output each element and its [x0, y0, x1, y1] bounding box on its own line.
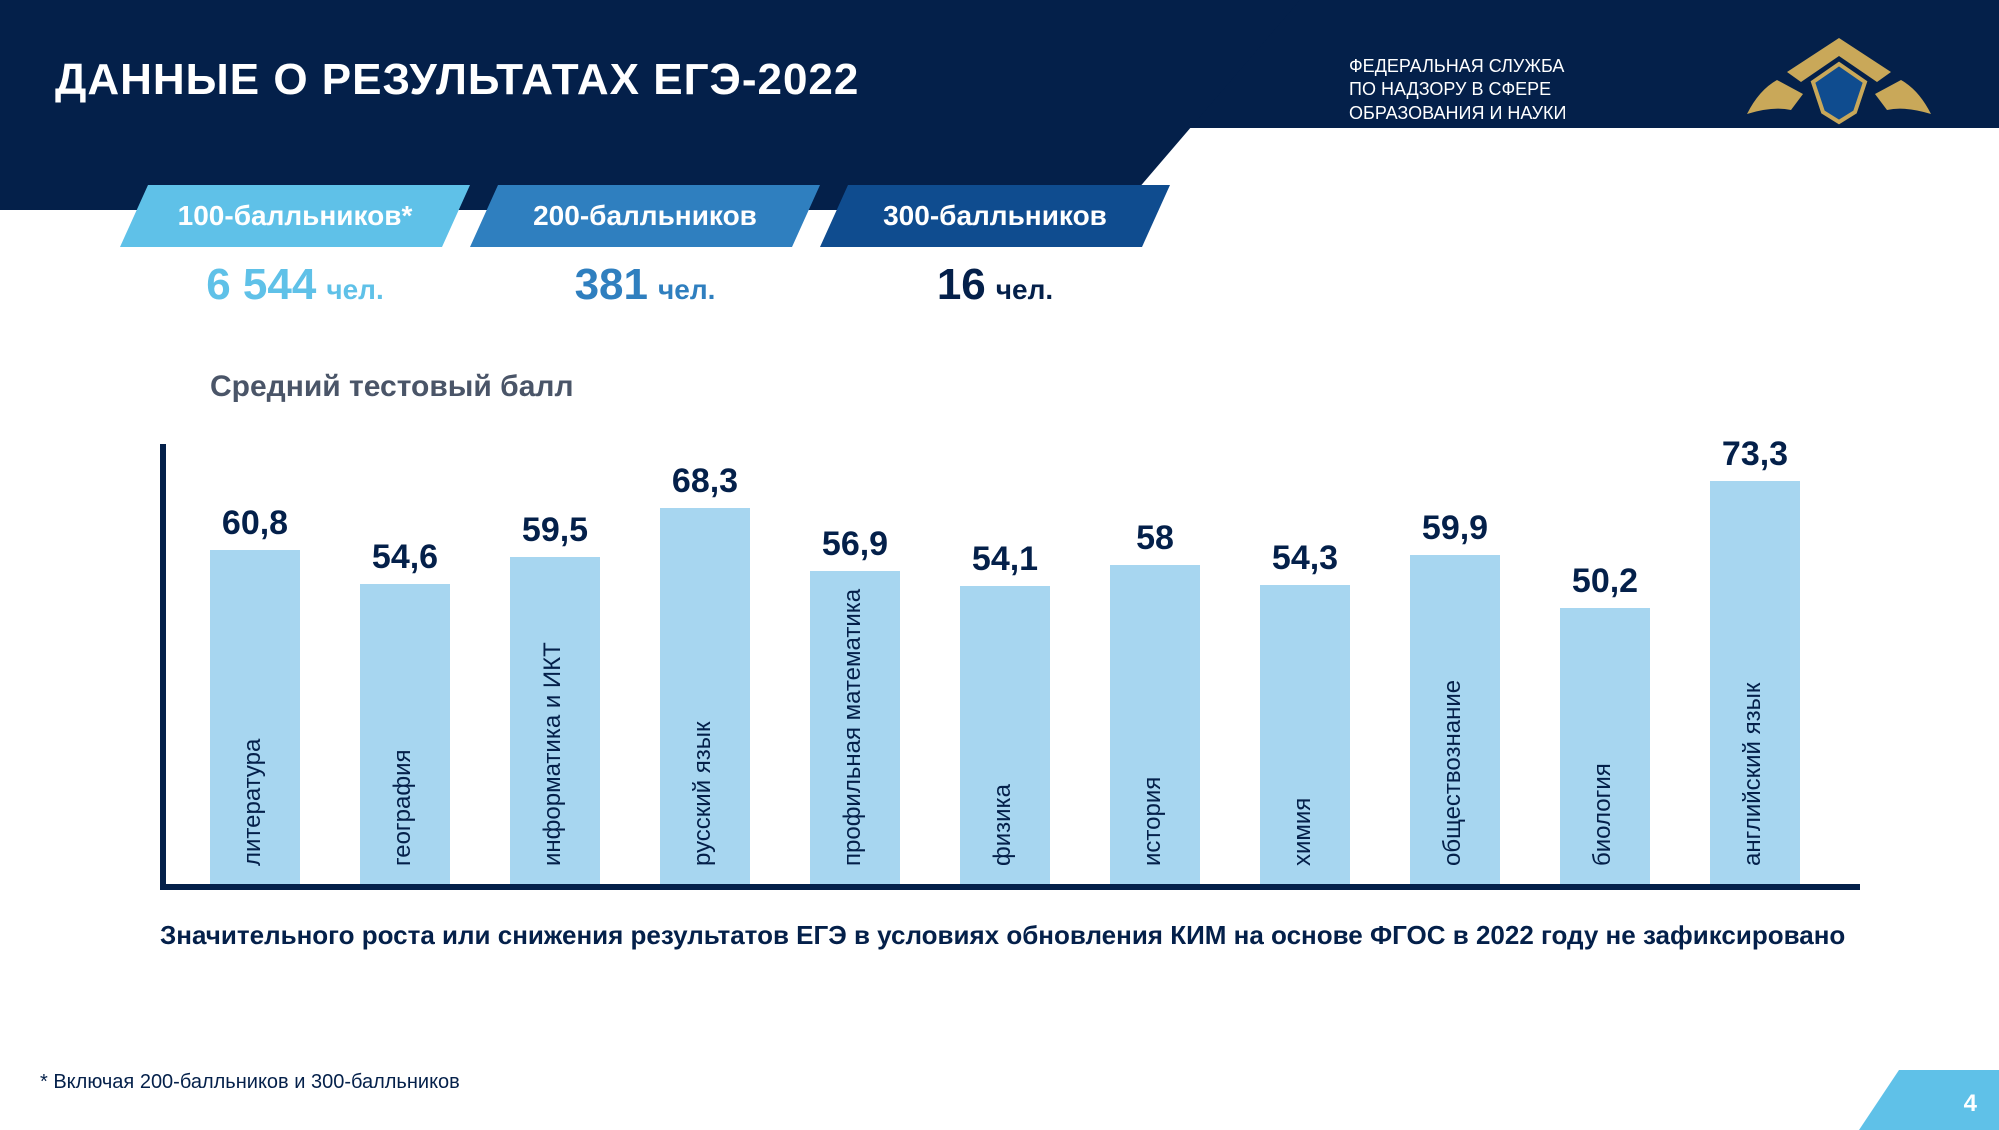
bar-rect: химия — [1260, 585, 1350, 884]
bar: 73,3английский язык — [1710, 481, 1800, 884]
stat-count-number: 381 — [575, 260, 648, 310]
bar: 50,2биология — [1560, 608, 1650, 884]
slide: ДАННЫЕ О РЕЗУЛЬТАТАХ ЕГЭ-2022 ФЕДЕРАЛЬНА… — [0, 0, 1999, 1130]
chart-caption: Значительного роста или снижения результ… — [160, 920, 1879, 951]
chart-plot: 60,8литература54,6география59,5информати… — [210, 444, 1800, 884]
bar: 68,3русский язык — [660, 508, 750, 884]
page-title: ДАННЫЕ О РЕЗУЛЬТАТАХ ЕГЭ-2022 — [55, 55, 859, 105]
agency-line: ПО НАДЗОРУ В СФЕРЕ — [1349, 78, 1679, 101]
bar-value: 59,9 — [1385, 509, 1525, 548]
bar-label: обществознание — [1439, 680, 1467, 866]
bar-value: 54,1 — [935, 540, 1075, 579]
bar-rect: информатика и ИКТ — [510, 557, 600, 884]
bar-rect: профильная математика — [810, 571, 900, 884]
page-corner — [1859, 1070, 1999, 1130]
bar-rect: биология — [1560, 608, 1650, 884]
bar-value: 73,3 — [1685, 435, 1825, 474]
y-axis — [160, 444, 166, 890]
bar-rect: история — [1110, 565, 1200, 884]
stat-count-unit: чел. — [996, 274, 1053, 306]
bar-rect: обществознание — [1410, 555, 1500, 884]
bar: 58история — [1110, 565, 1200, 884]
bar-value: 54,6 — [335, 538, 475, 577]
stat-tab: 300-балльников — [820, 185, 1170, 247]
emblem-icon — [1739, 20, 1939, 140]
bar-value: 60,8 — [185, 504, 325, 543]
stat-tab-label: 300-балльников — [833, 200, 1157, 232]
bar-chart: 60,8литература54,6география59,5информати… — [160, 430, 1860, 890]
header-diagonal — [0, 0, 1300, 210]
stat-count-unit: чел. — [658, 274, 715, 306]
stat-counts-row: 6 544 чел. 381 чел. 16 чел. — [120, 260, 1170, 310]
stat-tab-label: 100-балльников* — [128, 200, 463, 232]
stat-tab-label: 200-балльников — [483, 200, 807, 232]
bar-value: 54,3 — [1235, 539, 1375, 578]
bar-label: английский язык — [1739, 683, 1767, 866]
page-number: 4 — [1964, 1090, 1977, 1118]
bar: 54,1физика — [960, 586, 1050, 884]
bar-label: биология — [1589, 763, 1617, 866]
agency-name: ФЕДЕРАЛЬНАЯ СЛУЖБА ПО НАДЗОРУ В СФЕРЕ ОБ… — [1349, 55, 1679, 125]
bar: 54,6география — [360, 584, 450, 884]
bar-value: 58 — [1085, 519, 1225, 558]
bar-rect: география — [360, 584, 450, 884]
stat-count-number: 16 — [937, 260, 986, 310]
stat-count: 16 чел. — [820, 260, 1170, 310]
bar-value: 68,3 — [635, 462, 775, 501]
stat-count-number: 6 544 — [206, 260, 316, 310]
bar: 54,3химия — [1260, 585, 1350, 884]
agency-line: ОБРАЗОВАНИЯ И НАУКИ — [1349, 102, 1679, 125]
bar: 59,5информатика и ИКТ — [510, 557, 600, 884]
bar-label: химия — [1289, 798, 1317, 866]
bar-value: 50,2 — [1535, 562, 1675, 601]
bar-value: 59,5 — [485, 511, 625, 550]
stat-tab: 200-балльников — [470, 185, 820, 247]
stat-tabs: 100-балльников* 200-балльников 300-балльни… — [120, 185, 1170, 247]
stat-count-unit: чел. — [326, 274, 383, 306]
bar-label: история — [1139, 777, 1167, 866]
bar: 56,9профильная математика — [810, 571, 900, 884]
bar-label: литература — [239, 739, 267, 866]
x-axis — [160, 884, 1860, 890]
bar: 60,8литература — [210, 550, 300, 884]
bar-value: 56,9 — [785, 525, 925, 564]
footnote: * Включая 200-балльников и 300-балльнико… — [40, 1071, 460, 1094]
bar-label: география — [389, 749, 417, 866]
bar-label: русский язык — [689, 721, 717, 866]
bar: 59,9обществознание — [1410, 555, 1500, 884]
bar-rect: английский язык — [1710, 481, 1800, 884]
chart-title: Средний тестовый балл — [210, 370, 574, 404]
bar-rect: физика — [960, 586, 1050, 884]
stat-count: 381 чел. — [470, 260, 820, 310]
bar-rect: литература — [210, 550, 300, 884]
agency-line: ФЕДЕРАЛЬНАЯ СЛУЖБА — [1349, 55, 1679, 78]
stat-count: 6 544 чел. — [120, 260, 470, 310]
bar-label: профильная математика — [839, 589, 867, 866]
bar-label: информатика и ИКТ — [539, 642, 567, 866]
bar-label: физика — [989, 784, 1017, 866]
stat-tab: 100-балльников* — [120, 185, 470, 247]
bar-rect: русский язык — [660, 508, 750, 884]
